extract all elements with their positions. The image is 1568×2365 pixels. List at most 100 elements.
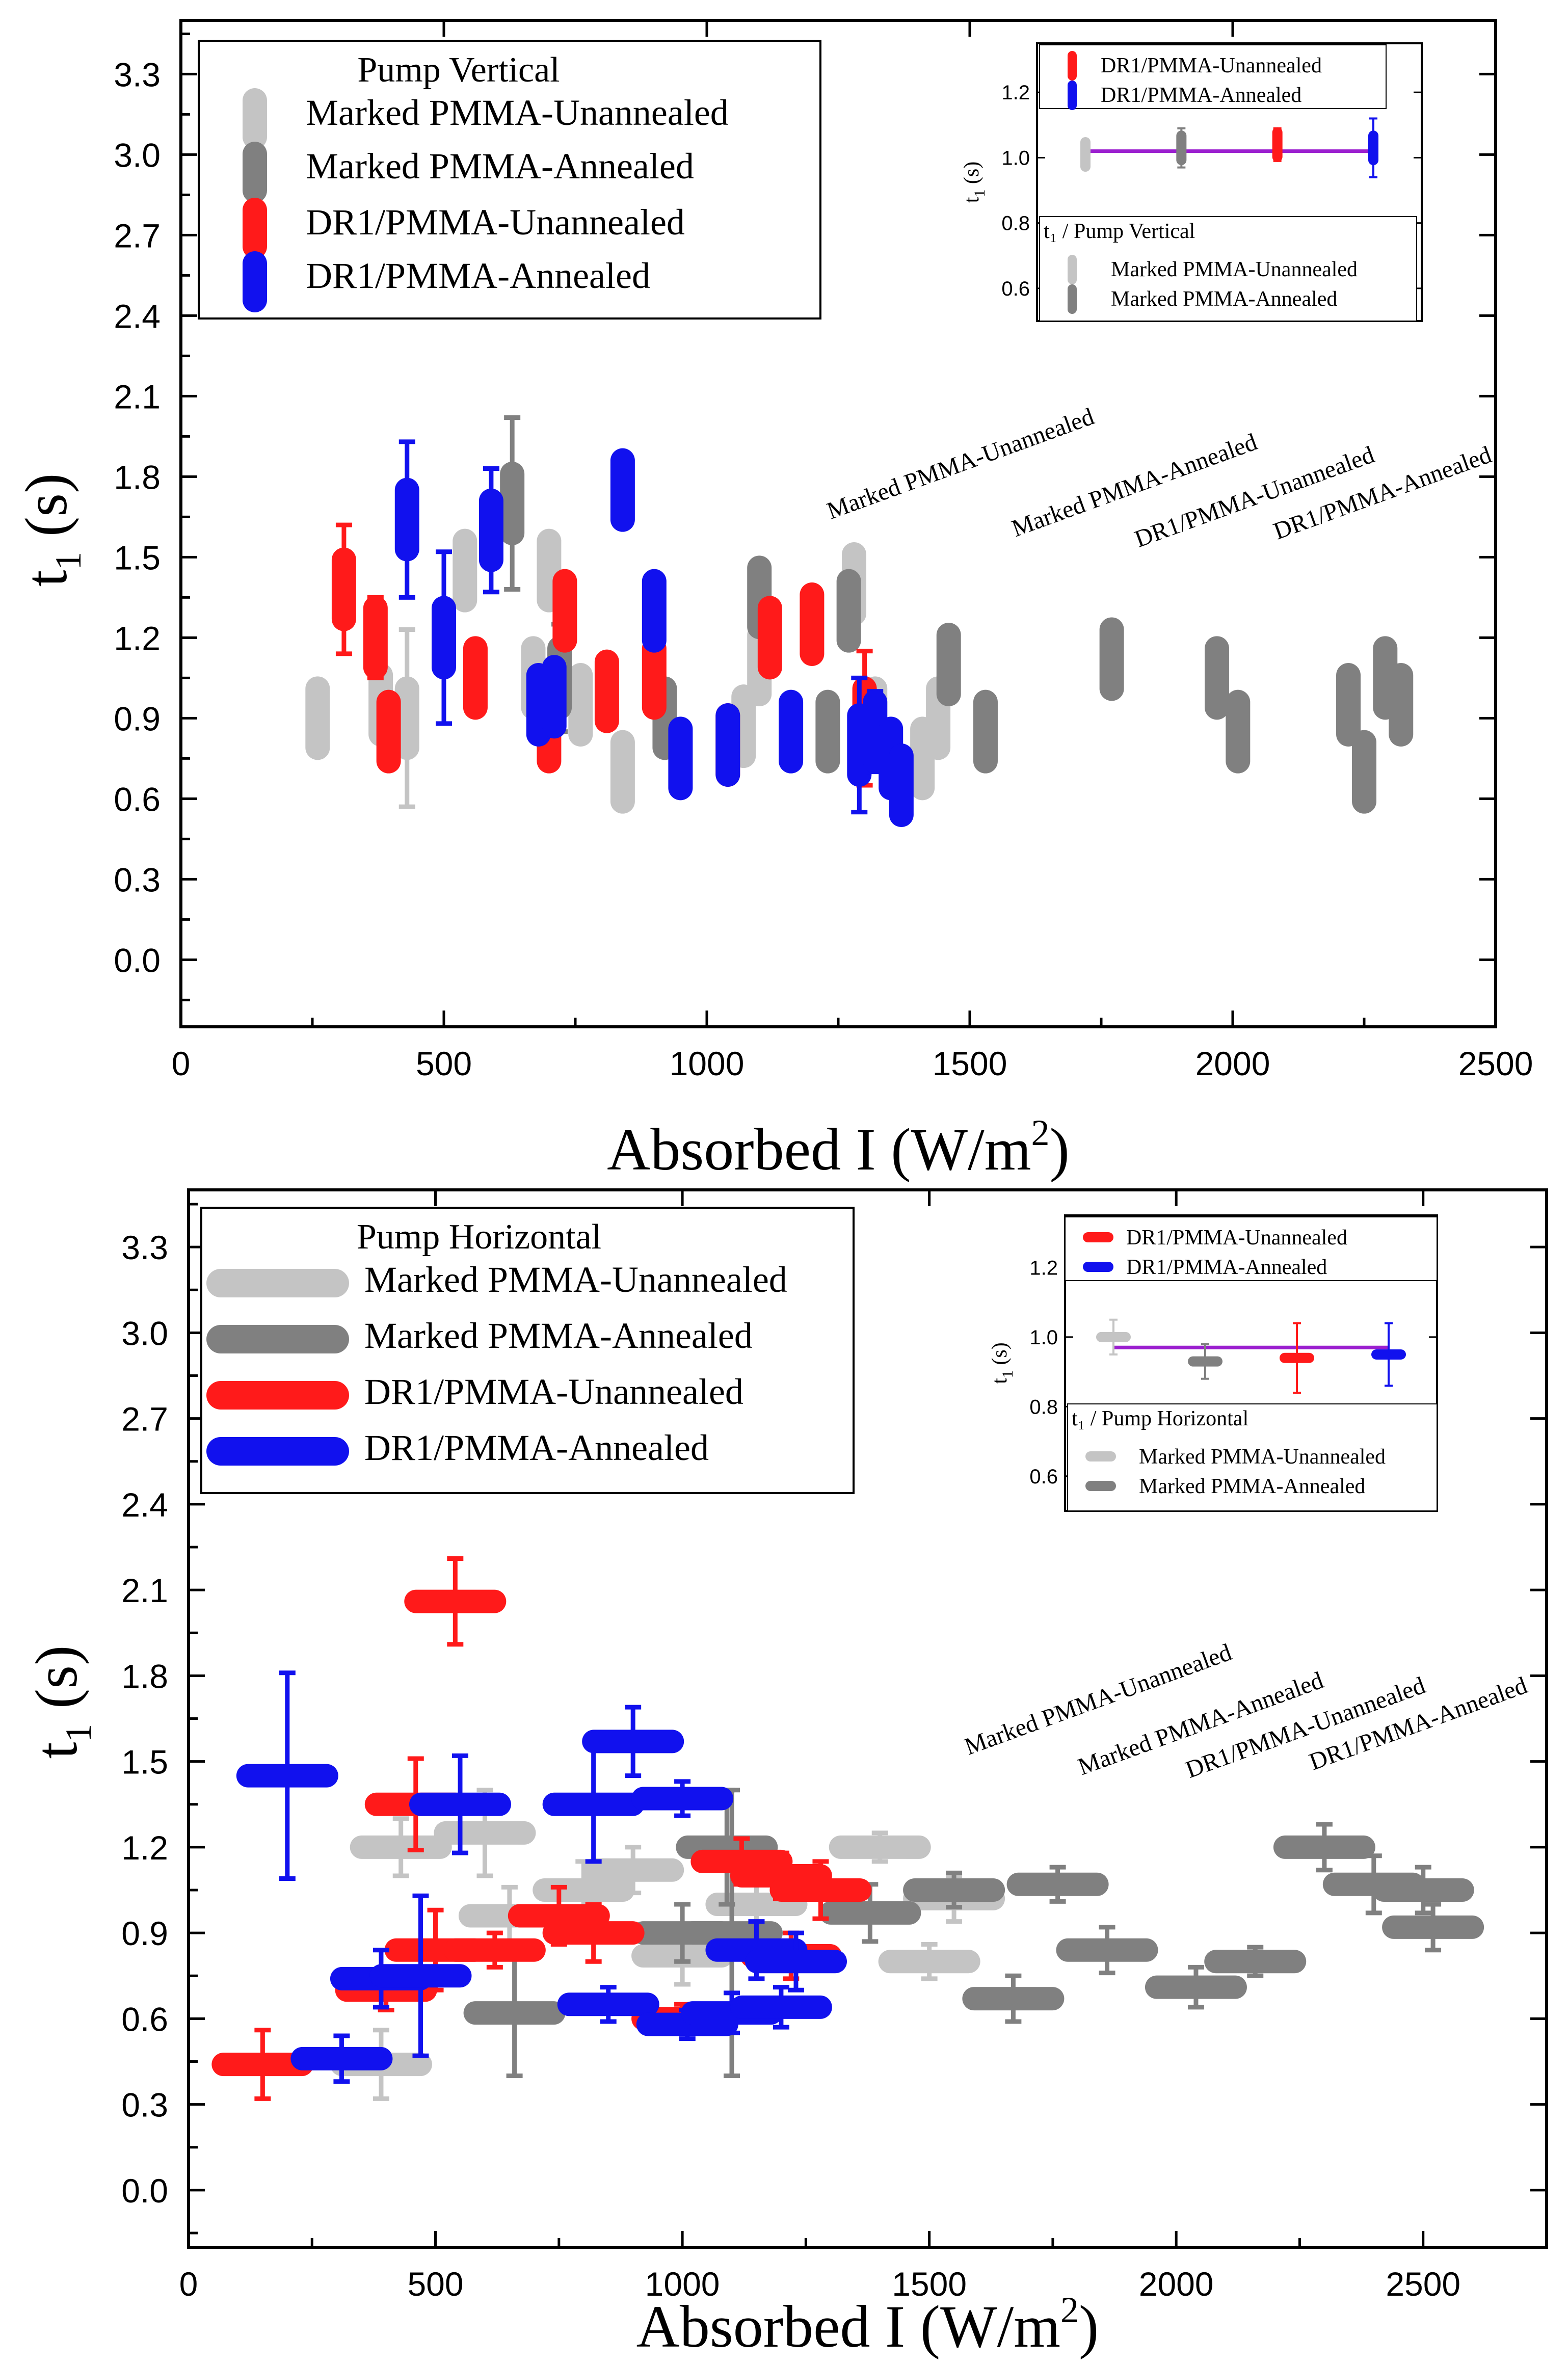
data-point bbox=[594, 649, 619, 733]
data-marker bbox=[1273, 1835, 1375, 1859]
x-tick-label: 500 bbox=[416, 1045, 472, 1082]
y-tick-label: 3.3 bbox=[121, 1229, 168, 1266]
data-point bbox=[376, 689, 401, 774]
y-tick-label: 1.5 bbox=[121, 1743, 168, 1781]
data-marker bbox=[668, 716, 693, 801]
data-marker bbox=[594, 649, 619, 733]
x-tick-label: 1000 bbox=[670, 1045, 745, 1082]
x-axis-label: Absorbed I (W/m2) bbox=[607, 1112, 1070, 1183]
inset-category-label: Marked PMMA-Unannealed bbox=[961, 1639, 1235, 1761]
inset-marker bbox=[1368, 130, 1378, 166]
x-tick-label: 0 bbox=[172, 1045, 191, 1082]
inset-legend-top bbox=[1065, 1216, 1438, 1281]
data-marker bbox=[889, 743, 914, 827]
inset-data-point bbox=[1280, 1322, 1314, 1394]
inset-marker bbox=[1188, 1356, 1222, 1367]
inset-y-tick-label: 1.0 bbox=[1001, 147, 1030, 169]
data-marker bbox=[500, 462, 525, 545]
x-tick-label: 2500 bbox=[1458, 1045, 1533, 1082]
inset-legend-swatch bbox=[1085, 1451, 1116, 1461]
data-marker bbox=[404, 1589, 507, 1613]
data-point bbox=[479, 466, 503, 595]
data-point bbox=[350, 1816, 452, 1878]
y-tick-label: 0.3 bbox=[121, 2086, 168, 2124]
data-marker bbox=[800, 582, 825, 666]
data-point bbox=[394, 439, 419, 600]
data-marker bbox=[376, 689, 401, 774]
data-point bbox=[829, 1830, 931, 1864]
data-point bbox=[1205, 636, 1230, 720]
data-marker bbox=[363, 596, 388, 680]
y-tick-label: 0.3 bbox=[114, 861, 161, 898]
data-marker bbox=[973, 689, 998, 774]
data-point bbox=[542, 1745, 645, 1864]
inset-legend-label: Marked PMMA-Unannealed bbox=[1139, 1445, 1386, 1469]
data-point bbox=[557, 1985, 659, 2024]
inset-legend-swatch bbox=[1068, 284, 1077, 314]
data-marker bbox=[331, 547, 356, 631]
x-tick-label: 2000 bbox=[1195, 1045, 1270, 1082]
y-tick-label: 2.1 bbox=[121, 1572, 168, 1609]
data-point bbox=[815, 689, 840, 774]
data-marker bbox=[1226, 689, 1251, 774]
inset-y-axis-label: t1 (s) bbox=[960, 162, 988, 203]
inset-legend-label: DR1/PMMA-Annealed bbox=[1101, 84, 1301, 107]
inset-legend-swatch bbox=[1068, 255, 1077, 284]
data-point bbox=[305, 676, 330, 760]
data-marker bbox=[1336, 663, 1361, 747]
legend-box bbox=[198, 40, 821, 320]
chart-panel-2: 0.0 0.3 0.6 0.9 1.2 1.5 1.8 2.1 2.4 2.7 3.0 3.3 0 500… bbox=[23, 1188, 1548, 2360]
y-tick-label: 2.7 bbox=[121, 1400, 168, 1438]
y-tick-label: 2.4 bbox=[121, 1486, 168, 1524]
data-marker bbox=[936, 623, 961, 706]
data-marker bbox=[836, 569, 861, 653]
y-tick-label: 0.9 bbox=[114, 700, 161, 737]
data-marker bbox=[394, 477, 419, 562]
inset-legend-label: DR1/PMMA-Unannealed bbox=[1126, 1226, 1347, 1250]
data-point bbox=[769, 1859, 872, 1921]
data-marker bbox=[542, 1792, 645, 1816]
legend-label: Marked PMMA-Annealed bbox=[364, 1315, 753, 1356]
data-point bbox=[800, 582, 825, 666]
inset-y-tick-label: 1.2 bbox=[1029, 1257, 1058, 1279]
data-point bbox=[1336, 663, 1361, 747]
inset-y-tick-label: 1.0 bbox=[1029, 1326, 1058, 1349]
inset-y-tick-label: 0.6 bbox=[1001, 278, 1030, 300]
inset-marker bbox=[1080, 137, 1091, 172]
data-point bbox=[568, 663, 593, 747]
legend-label: DR1/PMMA-Unannealed bbox=[364, 1371, 743, 1412]
data-marker bbox=[878, 1950, 980, 1974]
legend-swatch bbox=[243, 251, 267, 312]
inset-legend-swatch bbox=[1083, 1232, 1113, 1242]
data-marker bbox=[815, 689, 840, 774]
data-marker bbox=[350, 1835, 452, 1859]
inset-legend-label: Marked PMMA-Annealed bbox=[1111, 287, 1337, 311]
y-axis-label: t1 (s) bbox=[23, 1645, 99, 1759]
legend-label: Marked PMMA-Unannealed bbox=[306, 92, 729, 133]
data-marker bbox=[453, 528, 477, 613]
data-point bbox=[1389, 663, 1414, 747]
y-tick-label: 1.2 bbox=[114, 619, 161, 657]
y-tick-label: 3.3 bbox=[114, 56, 161, 93]
data-marker bbox=[463, 2001, 566, 2025]
data-point bbox=[610, 448, 635, 532]
data-point bbox=[211, 2028, 314, 2101]
inset-legend-label: Marked PMMA-Unannealed bbox=[1111, 258, 1358, 281]
data-point bbox=[409, 1753, 511, 1855]
data-marker bbox=[432, 596, 456, 680]
data-marker bbox=[642, 636, 667, 720]
inset-legend-top bbox=[1039, 44, 1387, 109]
data-point bbox=[369, 1893, 472, 2058]
data-marker bbox=[1056, 1938, 1158, 1962]
data-point bbox=[404, 1556, 507, 1647]
data-marker bbox=[533, 1878, 635, 1902]
data-marker bbox=[557, 1992, 659, 2016]
data-marker bbox=[394, 676, 419, 760]
inset-legend-swatch bbox=[1068, 81, 1077, 110]
data-marker bbox=[829, 1835, 931, 1859]
y-tick-label: 1.8 bbox=[114, 458, 161, 496]
data-point bbox=[552, 569, 577, 653]
data-point bbox=[542, 655, 567, 739]
y-tick-label: 0.6 bbox=[121, 2000, 168, 2038]
